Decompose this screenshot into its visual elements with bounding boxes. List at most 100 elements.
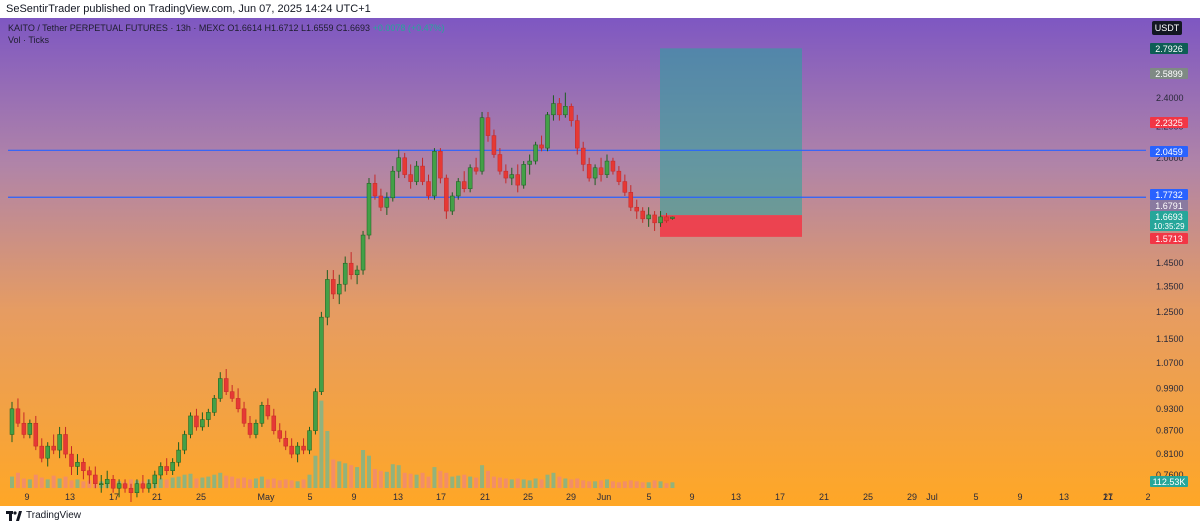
volume-bar	[402, 472, 407, 488]
volume-bar	[265, 479, 270, 488]
candle-body	[21, 422, 27, 435]
x-tick-label: 5	[973, 492, 978, 502]
y-tick-label: 0.8100	[1156, 449, 1184, 459]
candle-body	[628, 192, 634, 208]
volume-bar	[200, 477, 205, 488]
volume-bar	[331, 459, 336, 488]
y-tick-label: 0.8700	[1156, 426, 1184, 436]
legend-symbol-row: KAITO / Tether PERPETUAL FUTURES · 13h ·…	[8, 22, 445, 34]
candle-body	[265, 405, 271, 417]
candle-body	[128, 487, 134, 493]
candle-body	[218, 378, 223, 399]
legend-symbol: KAITO / Tether PERPETUAL FUTURES · 13h ·…	[8, 23, 225, 33]
candle-body	[342, 262, 348, 285]
candle-body	[545, 114, 550, 149]
volume-bar	[491, 476, 496, 488]
volume-bar	[21, 478, 26, 488]
candle-body	[622, 181, 628, 193]
candle-body	[27, 422, 33, 435]
volume-bar	[218, 472, 223, 488]
volume-bar	[640, 482, 645, 488]
price-label-text: 2.5899	[1155, 69, 1183, 79]
x-tick-label: 9	[689, 492, 694, 502]
candle-body	[325, 279, 330, 318]
volume-bar	[283, 479, 288, 488]
volume-bar	[551, 472, 556, 488]
x-tick-label: 21	[152, 492, 162, 502]
candle-body	[212, 398, 217, 413]
y-tick-label: 0.9300	[1156, 404, 1184, 414]
price-chart[interactable]: 0.7600 0.8100 0.8700 0.9300 0.9900 1.0700 1.15…	[0, 18, 1200, 506]
candle-body	[170, 462, 175, 471]
volume-bar	[361, 450, 366, 488]
tradingview-logo[interactable]: TradingView	[6, 510, 81, 521]
candle-body	[313, 391, 318, 431]
candle-body	[366, 183, 372, 236]
legend-ohlc: O1.6614 H1.6712 L1.6559 C1.6693	[227, 23, 371, 33]
candle-body	[295, 445, 300, 455]
volume-bar	[277, 480, 282, 488]
volume-bar	[63, 476, 68, 488]
y-tick-label: 0.7600	[1156, 470, 1184, 480]
price-label-badge	[1150, 476, 1188, 487]
volume-bar	[81, 481, 86, 488]
volume-bar	[456, 475, 461, 488]
candle-body	[188, 415, 193, 435]
volume-bar	[188, 473, 193, 488]
candle-body	[586, 164, 592, 179]
candle-body	[110, 479, 116, 489]
volume-bar	[563, 478, 568, 488]
price-label-badge	[1150, 146, 1188, 157]
volume-bar	[628, 480, 633, 488]
volume-bar	[206, 476, 211, 488]
candle-body	[420, 165, 425, 182]
volume-bar	[390, 464, 395, 488]
volume-bar	[182, 474, 187, 488]
target-zone	[660, 48, 802, 216]
candle-body	[670, 216, 675, 219]
volume-bar	[622, 481, 627, 488]
candle-body	[277, 430, 282, 439]
volume-bar	[658, 481, 663, 488]
candle-body	[444, 177, 449, 212]
x-tick-label: 9	[24, 492, 29, 502]
x-tick-label: 17	[1103, 492, 1113, 502]
volume-bar	[367, 455, 371, 488]
volume-bar	[557, 476, 562, 488]
candle-body	[450, 195, 455, 212]
candle-body	[122, 483, 128, 489]
price-label-text: 2.7926	[1155, 44, 1183, 54]
volume-bar	[497, 477, 502, 488]
publisher-text: SeSentirTrader published on TradingView.…	[6, 3, 371, 15]
x-tick-label: 5	[646, 492, 651, 502]
candle-body	[289, 445, 294, 455]
candle-body	[652, 214, 657, 224]
candle-body	[182, 434, 187, 451]
candle-body	[551, 103, 556, 116]
candle-body	[402, 157, 407, 175]
volume-bar	[634, 481, 639, 488]
volume-bar	[129, 479, 133, 488]
currency-badge[interactable]: USDT	[1152, 21, 1182, 35]
y-tick-label: 1.1500	[1156, 334, 1184, 344]
volume-bar	[75, 479, 80, 488]
candle-body	[57, 434, 62, 451]
x-tick-label: 9	[351, 492, 356, 502]
chart-area[interactable]: 0.7600 0.8100 0.8700 0.9300 0.9900 1.0700 1.15…	[0, 18, 1200, 506]
candle-body	[200, 419, 205, 428]
volume-bar	[575, 478, 580, 488]
volume-bar	[420, 472, 425, 488]
candle-body	[194, 415, 199, 428]
volume-bar	[57, 478, 62, 488]
y-tick-label: 1.2500	[1156, 307, 1184, 317]
volume-bar	[194, 478, 199, 488]
candle-body	[63, 434, 68, 455]
candle-body	[348, 262, 354, 275]
candle-body	[337, 283, 342, 295]
candle-body	[134, 483, 140, 493]
x-tick-label: 25	[523, 492, 533, 502]
candle-body	[497, 154, 503, 172]
candle-body	[176, 449, 181, 463]
candle-body	[569, 106, 574, 121]
price-label-badge	[1150, 200, 1188, 211]
